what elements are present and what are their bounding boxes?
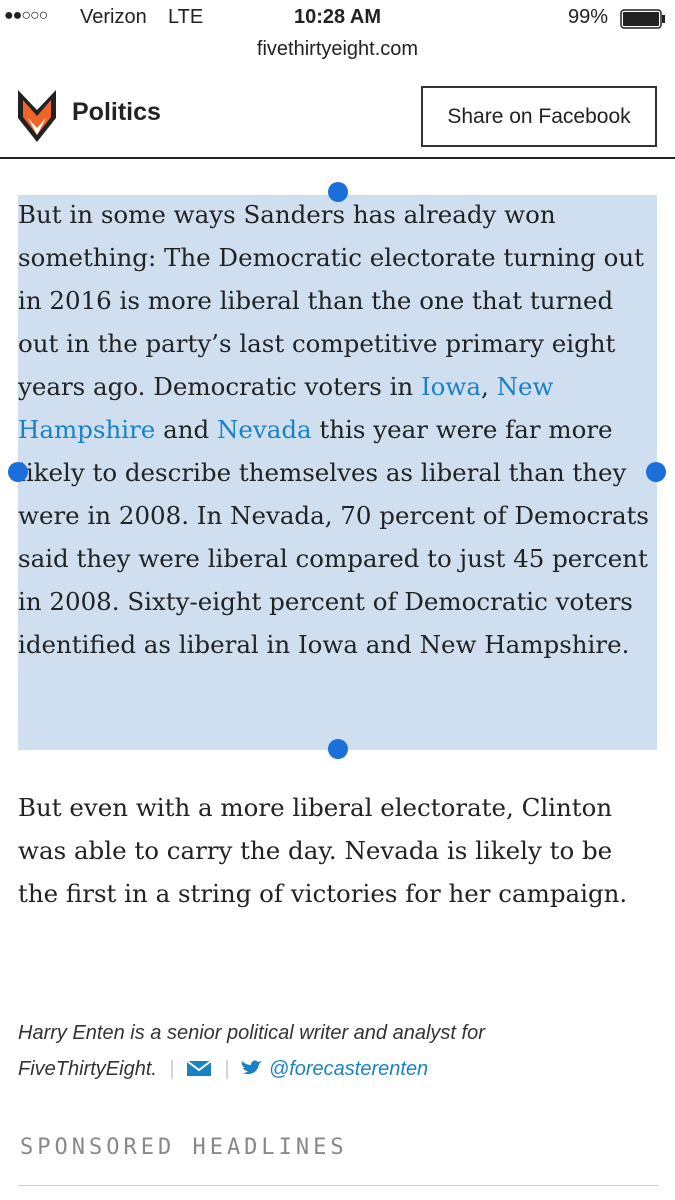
section-heading: SPONSORED HEADLINES	[20, 1135, 348, 1160]
network: LTE	[168, 6, 204, 28]
battery-icon	[620, 9, 665, 29]
inline-link[interactable]: New Hampshire	[18, 372, 554, 444]
body-text: But even with a more liberal electorate,…	[18, 793, 628, 908]
twitter-icon[interactable]	[241, 1059, 263, 1077]
byline: Harry Enten is a senior political writer…	[18, 1015, 618, 1087]
logo[interactable]	[16, 88, 58, 144]
inline-link[interactable]: Nevada	[216, 415, 312, 444]
twitter-handle[interactable]: @forecasterenten	[268, 1058, 429, 1080]
status-bar: ●●○○○ Verizon LTE 10:28 AM 99%	[0, 6, 675, 32]
inline-link[interactable]: Iowa	[420, 372, 481, 401]
email-icon[interactable]	[186, 1059, 212, 1077]
body-text: But in some ways Sanders has already won…	[18, 200, 644, 401]
divider	[18, 1185, 658, 1186]
share-button[interactable]: Share on Facebook	[421, 86, 657, 147]
author-bio: Harry Enten is a senior political writer…	[18, 1022, 485, 1080]
separator: |	[224, 1058, 230, 1080]
body-text: this year were far more likely to descri…	[18, 415, 649, 659]
signal: ●●○○○	[4, 7, 48, 24]
body-text: ,	[481, 372, 497, 401]
selection-handle[interactable]	[328, 182, 348, 202]
paragraph: But even with a more liberal electorate,…	[18, 786, 650, 915]
carrier: Verizon	[80, 6, 147, 28]
time: 10:28 AM	[293, 6, 382, 28]
selection-handle[interactable]	[8, 462, 28, 482]
body-text: and	[155, 415, 217, 444]
section-title[interactable]: Politics	[72, 98, 161, 126]
text-selection	[18, 195, 657, 750]
separator: |	[168, 1058, 175, 1080]
paragraph: But in some ways Sanders has already won…	[18, 193, 650, 666]
selection-handle[interactable]	[328, 739, 348, 759]
battery-level: 99%	[568, 6, 609, 28]
url[interactable]: fivethirtyeight.com	[256, 38, 419, 60]
divider	[0, 157, 675, 159]
selection-handle[interactable]	[646, 462, 666, 482]
